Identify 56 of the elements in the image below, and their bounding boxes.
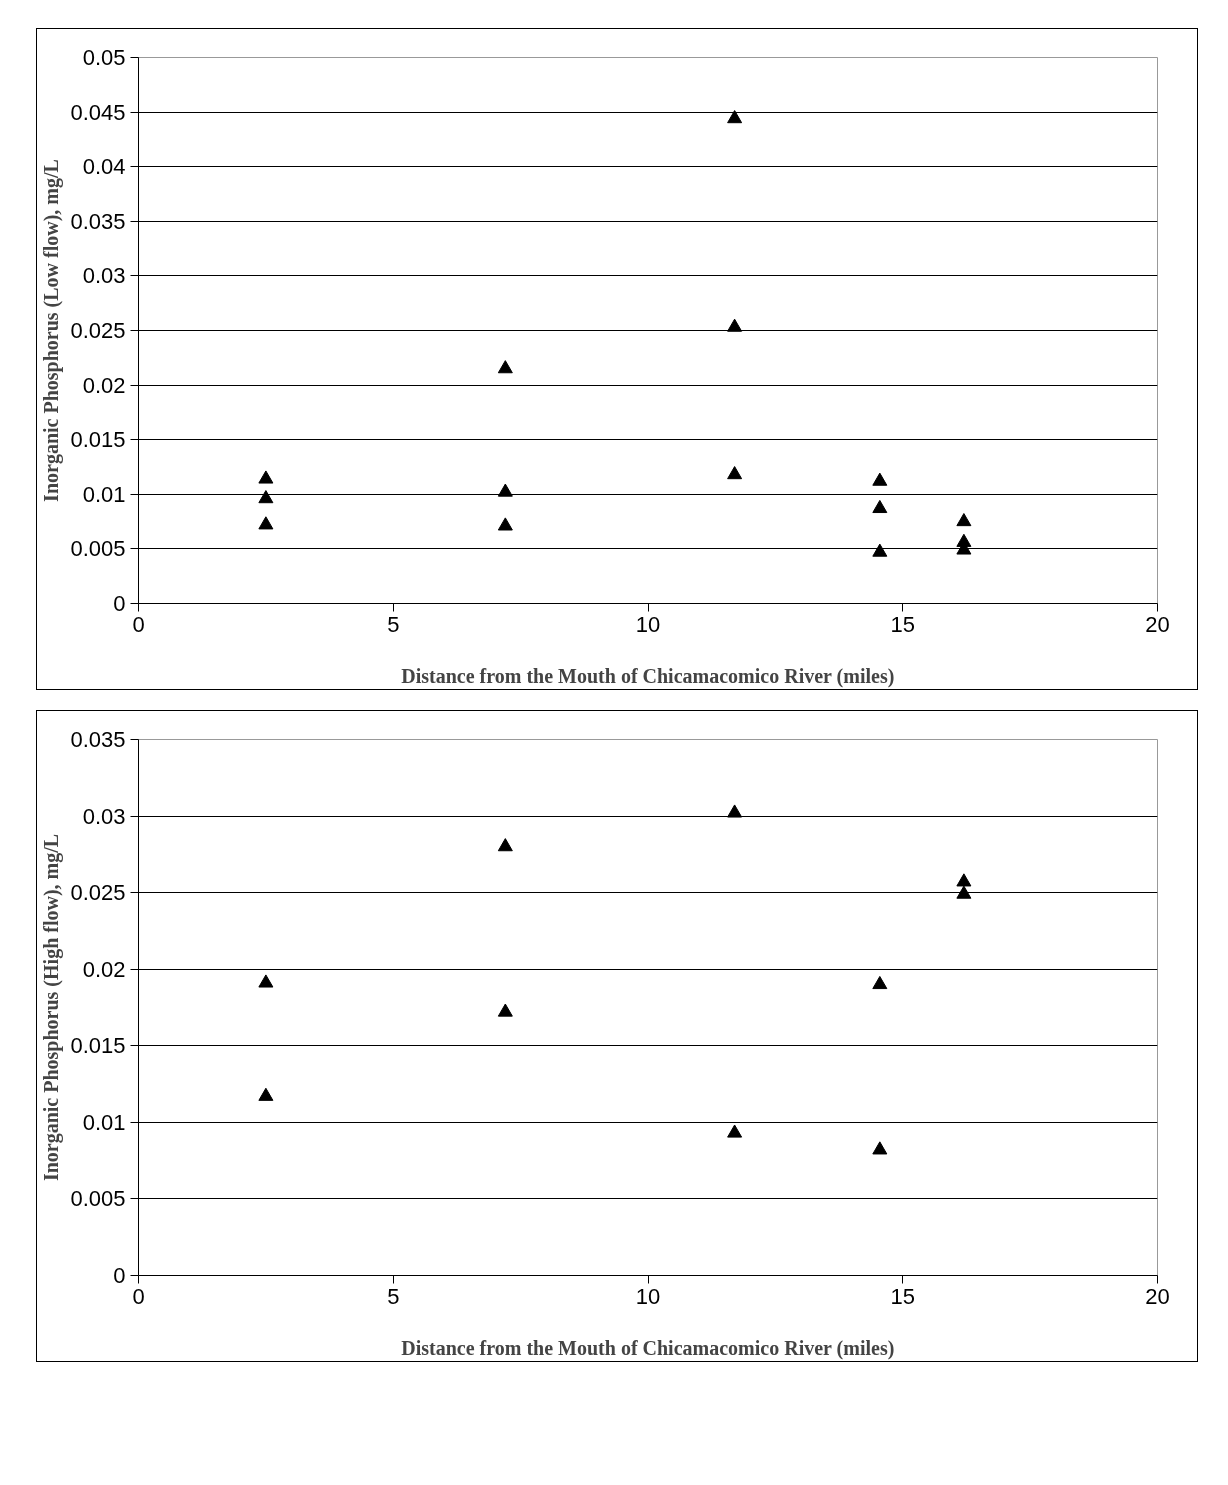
- y-tick-label: 0.04: [82, 154, 126, 180]
- y-tick-label: 0.005: [70, 536, 126, 562]
- point: [497, 838, 513, 852]
- x-tick-label: 15: [890, 611, 915, 637]
- point: [258, 490, 274, 504]
- point: [258, 470, 274, 484]
- y-tick-label: 0.01: [82, 481, 126, 507]
- point: [872, 975, 888, 990]
- x-axis-title: Distance from the Mouth of Chicamacomico River (miles): [401, 664, 895, 688]
- point: [872, 472, 888, 486]
- point: [727, 318, 743, 332]
- y-tick-label: 0.035: [70, 727, 126, 752]
- y-tick-label: 0.02: [82, 372, 126, 398]
- point: [872, 499, 888, 514]
- point: [258, 974, 274, 988]
- point: [258, 1087, 274, 1101]
- x-tick-label: 5: [387, 611, 400, 637]
- x-axis-title: Distance from the Mouth of Chicamacomico River (miles): [401, 1336, 895, 1360]
- point: [497, 517, 513, 531]
- x-tick-label: 15: [890, 1283, 915, 1309]
- y-tick-label: 0.03: [82, 263, 126, 289]
- point: [497, 1003, 513, 1017]
- point: [872, 543, 888, 557]
- y-tick-label: 0.005: [70, 1186, 126, 1212]
- point: [258, 516, 274, 530]
- y-tick-label: 0.015: [70, 427, 126, 453]
- point: [956, 885, 972, 899]
- y-tick-label: 0.03: [82, 803, 126, 829]
- x-tick-label: 5: [387, 1283, 400, 1309]
- point: [956, 513, 972, 527]
- x-tick-label: 20: [1145, 611, 1170, 637]
- y-tick-label: 0.025: [70, 318, 126, 343]
- point: [497, 483, 513, 497]
- x-tick-label: 0: [132, 1283, 145, 1309]
- point: [956, 873, 972, 887]
- y-tick-label: 0.025: [70, 880, 126, 906]
- y-axis-title: Inorganic Phosphorus (Low flow), mg/L: [40, 159, 64, 502]
- point: [497, 360, 513, 374]
- x-tick-label: 0: [132, 611, 145, 637]
- y-tick-label: 0.02: [82, 956, 126, 982]
- x-tick-label: 10: [635, 1283, 661, 1309]
- y-tick-label: 0.035: [70, 208, 126, 234]
- point: [727, 466, 743, 480]
- y-tick-label: 0.015: [70, 1033, 126, 1059]
- y-tick-label: 0.01: [82, 1109, 126, 1135]
- point: [727, 804, 743, 818]
- point: [727, 110, 743, 124]
- point: [872, 1141, 888, 1155]
- y-tick-label: 0: [113, 591, 126, 616]
- y-tick-label: 0: [113, 1263, 126, 1288]
- x-tick-label: 10: [635, 611, 661, 637]
- point: [727, 1124, 743, 1138]
- y-tick-label: 0.05: [82, 45, 126, 70]
- x-tick-label: 20: [1145, 1283, 1170, 1309]
- y-axis-title: Inorganic Phosphorus (High flow), mg/L: [40, 833, 64, 1182]
- y-tick-label: 0.045: [70, 99, 126, 125]
